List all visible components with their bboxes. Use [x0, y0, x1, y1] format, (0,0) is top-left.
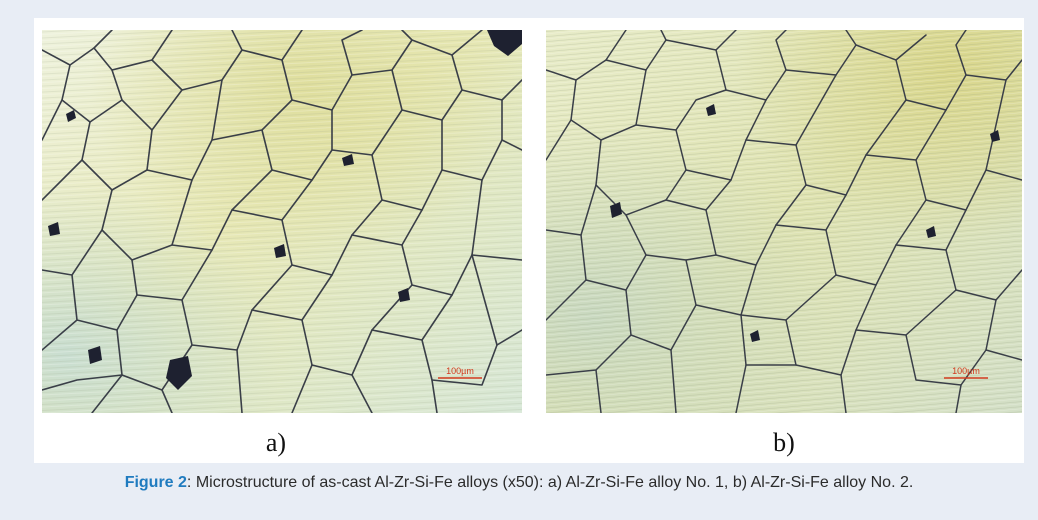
panel-label-a: a) [265, 428, 287, 457]
voids-a [48, 30, 522, 390]
figure-caption: Figure 2: Microstructure of as-cast Al-Z… [0, 474, 1038, 492]
panel-label-b: b) [773, 428, 795, 457]
micrograph-a: 100µm [42, 30, 522, 413]
micrograph-b: 100µm [546, 30, 1022, 413]
micrograph-a-image: 100µm [42, 30, 522, 413]
voids-b [610, 104, 1000, 342]
grain-boundaries-a [42, 30, 522, 413]
grain-boundaries-b [546, 30, 1022, 413]
figure-reference: Figure 2 [124, 474, 187, 491]
scale-bar-a: 100µm [438, 366, 482, 379]
scale-bar-label: 100µm [952, 366, 980, 376]
micrograph-b-image: 100µm [546, 30, 1022, 413]
scale-bar-b: 100µm [944, 366, 988, 379]
caption-text: : Microstructure of as-cast Al-Zr-Si-Fe … [186, 474, 914, 491]
scale-bar-label: 100µm [446, 366, 474, 376]
